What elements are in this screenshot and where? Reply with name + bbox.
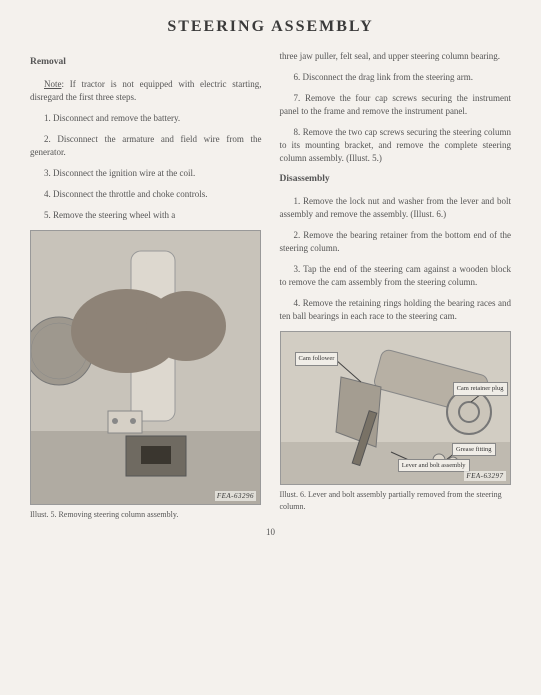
step-3: 3. Disconnect the ignition wire at the c… bbox=[30, 167, 262, 180]
figure-5-drawing bbox=[31, 231, 261, 505]
step-8: 8. Remove the two cap screws securing th… bbox=[280, 126, 512, 165]
step-1: 1. Disconnect and remove the battery. bbox=[30, 112, 262, 125]
disassembly-3: 3. Tap the end of the steering cam again… bbox=[280, 263, 512, 289]
page-number: 10 bbox=[30, 527, 511, 537]
step-4: 4. Disconnect the throttle and choke con… bbox=[30, 188, 262, 201]
callout-cam-follower: Cam follower bbox=[295, 352, 339, 365]
callout-lever: Lever and bolt assembly bbox=[398, 459, 470, 472]
note-paragraph: Note: If tractor is not equipped with el… bbox=[30, 78, 262, 104]
disassembly-2: 2. Remove the bearing retainer from the … bbox=[280, 229, 512, 255]
note-text: : If tractor is not equipped with electr… bbox=[30, 79, 262, 102]
disassembly-1: 1. Remove the lock nut and washer from t… bbox=[280, 195, 512, 221]
figure-5: FEA-63296 bbox=[30, 230, 261, 505]
page-title: STEERING ASSEMBLY bbox=[30, 18, 511, 36]
step-5-continued: three jaw puller, felt seal, and upper s… bbox=[280, 50, 512, 63]
removal-heading: Removal bbox=[30, 56, 262, 70]
note-label: Note bbox=[44, 79, 62, 89]
step-7: 7. Remove the four cap screws securing t… bbox=[280, 92, 512, 118]
right-column: three jaw puller, felt seal, and upper s… bbox=[280, 50, 512, 521]
callout-cam-retainer: Cam retainer plug bbox=[453, 382, 508, 395]
step-2: 2. Disconnect the armature and field wir… bbox=[30, 133, 262, 159]
disassembly-heading: Disassembly bbox=[280, 173, 512, 187]
two-column-layout: Removal Note: If tractor is not equipped… bbox=[30, 50, 511, 521]
figure-6-id: FEA-63297 bbox=[464, 471, 505, 481]
figure-6-caption: Illust. 6. Lever and bolt assembly parti… bbox=[280, 489, 512, 512]
disassembly-4: 4. Remove the retaining rings holding th… bbox=[280, 297, 512, 323]
figure-5-caption: Illust. 5. Removing steering column asse… bbox=[30, 509, 262, 521]
step-6: 6. Disconnect the drag link from the ste… bbox=[280, 71, 512, 84]
callout-grease: Grease fitting bbox=[452, 443, 496, 456]
figure-6: Cam follower Cam retainer plug Grease fi… bbox=[280, 331, 511, 485]
step-5: 5. Remove the steering wheel with a bbox=[30, 209, 262, 222]
figure-5-id: FEA-63296 bbox=[215, 491, 256, 501]
left-column: Removal Note: If tractor is not equipped… bbox=[30, 50, 262, 521]
